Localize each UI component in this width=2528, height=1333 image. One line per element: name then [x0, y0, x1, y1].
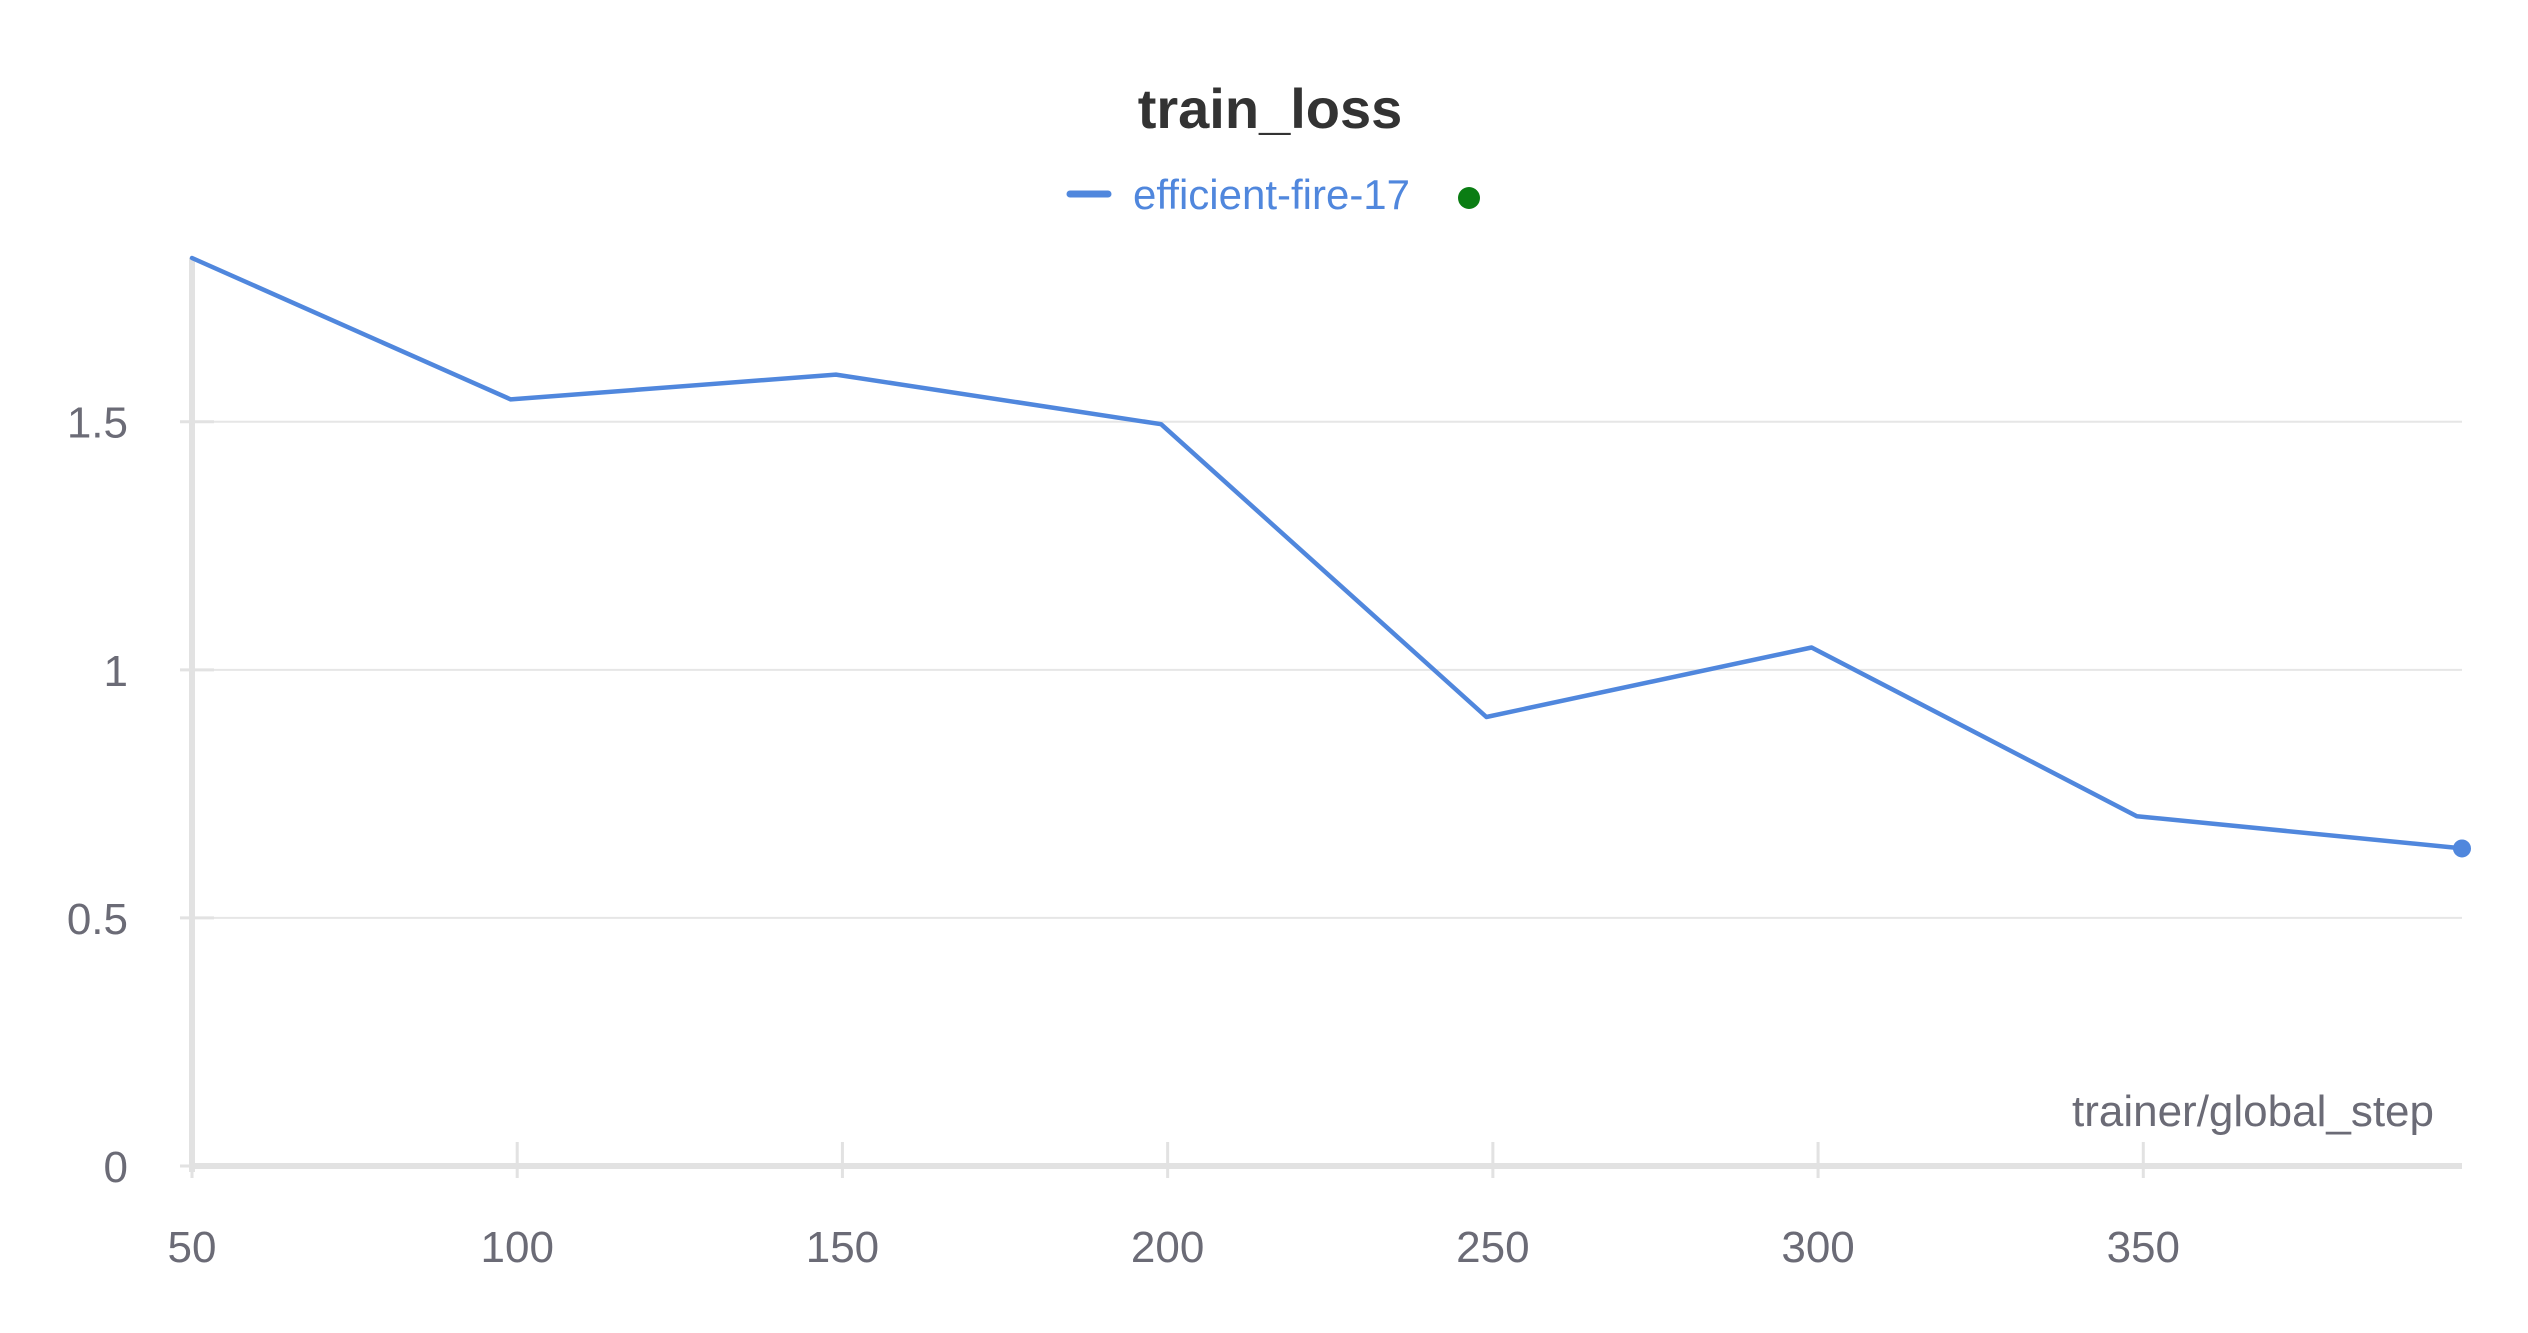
x-axis-title: trainer/global_step — [2072, 1087, 2434, 1136]
x-tick-label: 200 — [1131, 1223, 1204, 1272]
axes — [180, 258, 2462, 1178]
legend[interactable]: efficient-fire-17 — [1066, 171, 1480, 218]
chart-title: train_loss — [1138, 77, 1403, 140]
x-tick-labels: 50 100 150 200 250 300 350 — [168, 1223, 2180, 1272]
x-tick-label: 350 — [2107, 1223, 2180, 1272]
x-tick-label: 250 — [1456, 1223, 1529, 1272]
y-tick-label: 0.5 — [67, 895, 128, 944]
x-tick-label: 300 — [1781, 1223, 1854, 1272]
y-tick-label: 1.5 — [67, 399, 128, 448]
series-end-point[interactable] — [2453, 839, 2471, 858]
run-status-dot — [1458, 187, 1480, 209]
x-tick-label: 50 — [168, 1223, 217, 1272]
grid-lines — [192, 420, 2462, 919]
y-tick-label: 1 — [104, 647, 128, 696]
legend-label[interactable]: efficient-fire-17 — [1133, 171, 1410, 218]
y-tick-labels: 0 0.5 1 1.5 — [67, 399, 128, 1192]
y-tick-label: 0 — [104, 1143, 128, 1192]
series-line-efficient-fire-17[interactable] — [189, 255, 2465, 851]
series-group[interactable] — [189, 255, 2471, 858]
x-tick-label: 100 — [481, 1223, 554, 1272]
x-tick-label: 150 — [806, 1223, 879, 1272]
